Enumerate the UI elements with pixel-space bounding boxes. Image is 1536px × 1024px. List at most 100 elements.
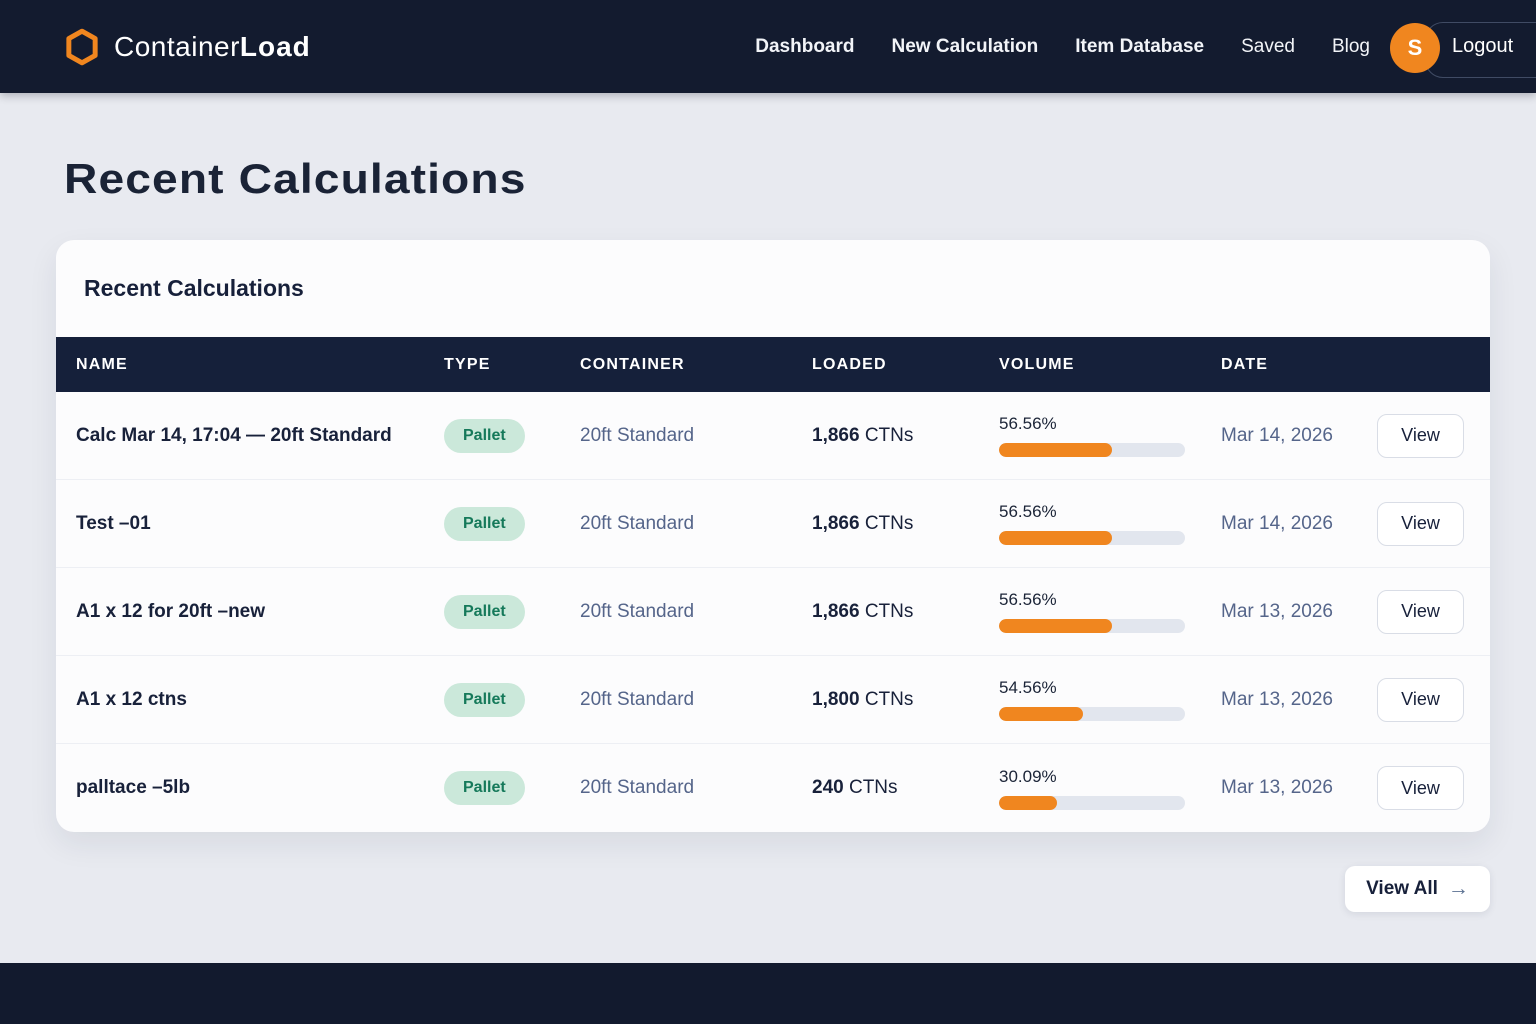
loaded-cell: 1,866 CTNs [812,425,999,447]
volume-bar-fill [999,443,1113,457]
type-cell: Pallet [444,506,580,541]
brand-name-regular: Container [114,30,240,62]
logout-button[interactable]: Logout [1452,35,1514,57]
view-all-button[interactable]: View All → [1345,866,1490,912]
table-row: Calc Mar 14, 17:04 — 20ft Standard Palle… [56,392,1490,480]
nav-item-item-database[interactable]: Item Database [1075,35,1205,57]
top-navbar: ContainerLoad Dashboard New Calculation … [0,0,1536,93]
loaded-cell: 240 CTNs [812,777,999,799]
view-button[interactable]: View [1377,413,1464,458]
action-cell: View [1377,501,1464,546]
nav-item-new-calculation[interactable]: New Calculation [891,35,1039,57]
container-type: 20ft Standard [580,688,695,710]
view-button[interactable]: View [1377,589,1464,634]
calculation-date: Mar 13, 2026 [1221,600,1333,622]
loaded-unit: CTNs [864,512,914,534]
calculation-date: Mar 13, 2026 [1221,688,1333,710]
container-type: 20ft Standard [580,512,695,534]
page-title: Recent Calculations [64,155,527,202]
volume-bar-fill [999,707,1083,721]
account-area: S Logout [1390,0,1536,93]
volume-bar-fill [999,619,1113,633]
volume-bar-fill [999,795,1057,810]
user-avatar[interactable]: S [1390,23,1440,73]
volume-percentage: 56.56% [999,414,1057,433]
volume-cell: 56.56% [999,590,1221,633]
calculation-date: Mar 13, 2026 [1221,777,1333,798]
nav-item-saved[interactable]: Saved [1241,35,1295,57]
loaded-count: 1,866 [812,512,860,534]
loaded-count: 240 [812,777,844,798]
loaded-unit: CTNs [848,777,898,798]
calculation-name: palltace –5lb [76,777,191,798]
table-row: palltace –5lb Pallet 20ft Standard 240 C… [56,744,1490,832]
volume-progress-track [999,443,1185,457]
view-button[interactable]: View [1377,766,1464,810]
hexagon-logo-icon [66,28,98,65]
nav-item-dashboard[interactable]: Dashboard [755,35,855,57]
loaded-unit: CTNs [864,688,914,710]
page-footer [0,963,1536,1024]
type-badge: Pallet [444,771,525,805]
type-badge: Pallet [444,418,525,453]
calculation-name: A1 x 12 ctns [76,688,187,710]
table-row: A1 x 12 ctns Pallet 20ft Standard 1,800 … [56,656,1490,744]
view-button[interactable]: View [1377,501,1464,546]
calculation-name: Calc Mar 14, 17:04 — 20ft Standard [76,424,392,446]
loaded-count: 1,866 [812,424,860,446]
nav-item-blog[interactable]: Blog [1331,35,1370,57]
action-cell: View [1377,766,1464,810]
container-type: 20ft Standard [580,600,695,622]
brand-logo[interactable]: ContainerLoad [64,28,311,66]
column-header-container: CONTAINER [580,355,685,373]
loaded-cell: 1,866 CTNs [812,601,999,623]
card-title: Recent Calculations [84,275,304,301]
loaded-unit: CTNs [864,424,914,446]
calculation-name: Test –01 [76,512,151,534]
volume-progress-track [999,531,1185,545]
type-badge: Pallet [444,506,525,541]
column-header-date: DATE [1221,355,1269,373]
view-button[interactable]: View [1377,677,1464,722]
action-cell: View [1377,413,1464,458]
type-cell: Pallet [444,418,580,453]
container-type: 20ft Standard [580,424,695,446]
table-row: A1 x 12 for 20ft –new Pallet 20ft Standa… [56,568,1490,656]
volume-cell: 54.56% [999,678,1221,721]
table-body: Calc Mar 14, 17:04 — 20ft Standard Palle… [56,392,1490,832]
volume-cell: 56.56% [999,414,1221,457]
type-badge: Pallet [444,682,525,717]
loaded-count: 1,800 [812,688,860,710]
table-header-row: NAME TYPE CONTAINER LOADED VOLUME DATE [56,337,1490,392]
loaded-count: 1,866 [812,600,860,622]
volume-percentage: 56.56% [999,590,1057,609]
loaded-unit: CTNs [864,600,914,622]
column-header-volume: VOLUME [999,355,1075,373]
volume-percentage: 56.56% [999,502,1057,521]
volume-percentage: 30.09% [999,766,1057,786]
table-row: Test –01 Pallet 20ft Standard 1,866 CTNs… [56,480,1490,568]
volume-bar-fill [999,531,1113,545]
type-cell: Pallet [444,682,580,717]
container-type: 20ft Standard [580,777,695,798]
calculation-date: Mar 14, 2026 [1221,424,1333,446]
action-cell: View [1377,677,1464,722]
loaded-cell: 1,800 CTNs [812,689,999,711]
main-nav: Dashboard New Calculation Item Database … [755,36,1390,58]
type-cell: Pallet [444,594,580,629]
volume-progress-track [999,795,1185,810]
volume-cell: 30.09% [999,767,1221,810]
calculation-name: A1 x 12 for 20ft –new [76,600,266,622]
brand-name-bold: Load [239,30,311,62]
card-header: Recent Calculations [56,240,1490,337]
volume-cell: 56.56% [999,502,1221,545]
recent-calculations-card: Recent Calculations NAME TYPE CONTAINER … [56,240,1490,832]
type-cell: Pallet [444,771,580,805]
action-cell: View [1377,589,1464,634]
type-badge: Pallet [444,594,525,629]
volume-progress-track [999,619,1185,633]
calculation-date: Mar 14, 2026 [1221,512,1333,534]
brand-name: ContainerLoad [114,31,311,63]
volume-percentage: 54.56% [999,678,1057,697]
column-header-type: TYPE [444,355,491,373]
